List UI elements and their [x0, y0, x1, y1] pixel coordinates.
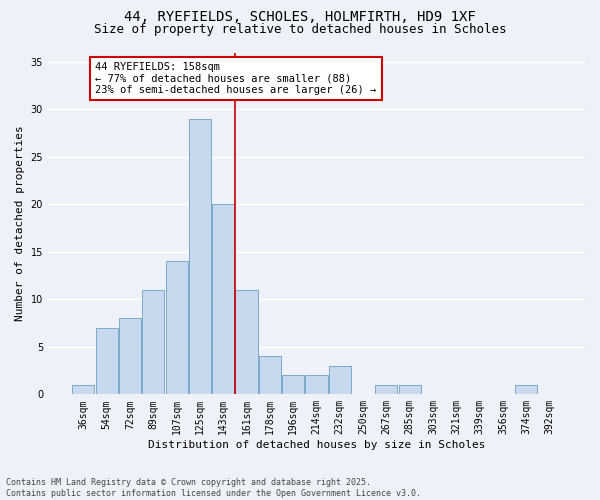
Bar: [212, 204, 235, 394]
Bar: [119, 318, 141, 394]
Bar: [142, 290, 164, 395]
Bar: [376, 385, 397, 394]
Text: 44 RYEFIELDS: 158sqm
← 77% of detached houses are smaller (88)
23% of semi-detac: 44 RYEFIELDS: 158sqm ← 77% of detached h…: [95, 62, 376, 95]
X-axis label: Distribution of detached houses by size in Scholes: Distribution of detached houses by size …: [148, 440, 485, 450]
Bar: [398, 385, 421, 394]
Bar: [329, 366, 351, 394]
Bar: [515, 385, 537, 394]
Bar: [259, 356, 281, 395]
Text: 44, RYEFIELDS, SCHOLES, HOLMFIRTH, HD9 1XF: 44, RYEFIELDS, SCHOLES, HOLMFIRTH, HD9 1…: [124, 10, 476, 24]
Bar: [189, 119, 211, 394]
Text: Size of property relative to detached houses in Scholes: Size of property relative to detached ho…: [94, 22, 506, 36]
Bar: [95, 328, 118, 394]
Bar: [166, 262, 188, 394]
Bar: [282, 376, 304, 394]
Bar: [73, 385, 94, 394]
Bar: [305, 376, 328, 394]
Y-axis label: Number of detached properties: Number of detached properties: [15, 126, 25, 322]
Text: Contains HM Land Registry data © Crown copyright and database right 2025.
Contai: Contains HM Land Registry data © Crown c…: [6, 478, 421, 498]
Bar: [235, 290, 257, 395]
